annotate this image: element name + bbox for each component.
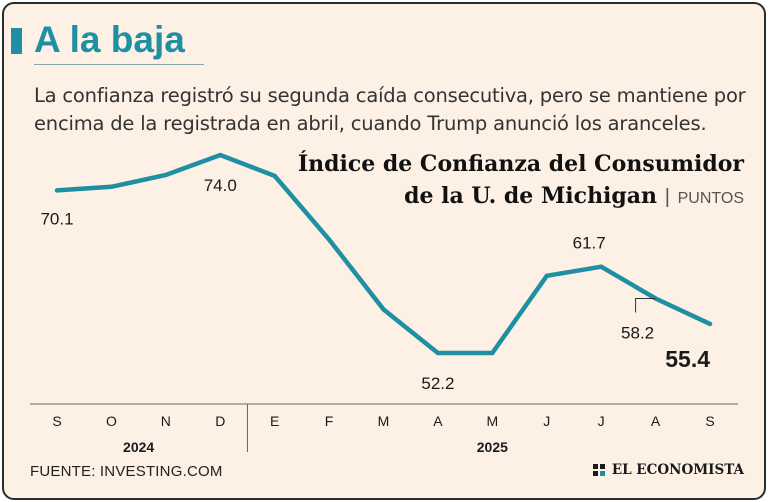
chart-title-line-2-text: de la U. de Michigan	[404, 183, 658, 209]
title-accent-bar	[11, 28, 22, 54]
brand: EL ECONOMISTA	[592, 462, 744, 478]
data-label-58.2: 58.2	[621, 324, 654, 343]
units-label: PUNTOS	[677, 190, 744, 207]
chart-title: Índice de Confianza del Consumidor de la…	[298, 148, 744, 215]
headline-underline	[34, 64, 204, 65]
data-label-74.0: 74.0	[204, 176, 237, 195]
x-tick-label-11: J	[598, 413, 605, 429]
data-label-52.2: 52.2	[421, 374, 454, 393]
x-tick-label-1: S	[52, 413, 61, 429]
source-note: FUENTE: INVESTING.COM	[30, 463, 223, 480]
subtitle-line-1: La confianza registró su segunda caída c…	[34, 84, 746, 107]
subtitle: La confianza registró su segunda caída c…	[34, 82, 754, 138]
x-tick-label-7: M	[378, 413, 390, 429]
brand-name: EL ECONOMISTA	[611, 462, 744, 478]
units-separator: |	[664, 186, 670, 208]
subtitle-line-2: encima de la registrada en abril, cuando…	[34, 112, 707, 135]
data-label-70.1: 70.1	[40, 209, 73, 228]
x-tick-label-12: A	[651, 413, 661, 429]
leader-line-12	[635, 298, 656, 313]
brand-logo-icon	[592, 464, 605, 476]
year-label-2025: 2025	[477, 439, 508, 455]
data-label-61.7: 61.7	[573, 234, 606, 253]
headline: A la baja	[34, 19, 185, 60]
data-label-55.4: 55.4	[665, 346, 710, 372]
x-tick-label-2: O	[106, 413, 117, 429]
chart-title-line-1: Índice de Confianza del Consumidor	[297, 151, 744, 177]
x-tick-label-9: M	[486, 413, 498, 429]
x-tick-label-4: D	[215, 413, 225, 429]
x-tick-label-8: A	[433, 413, 443, 429]
chart-title-line-2: de la U. de Michigan | PUNTOS	[298, 180, 744, 215]
year-label-2024: 2024	[123, 439, 154, 455]
x-tick-label-3: N	[161, 413, 171, 429]
x-tick-label-5: E	[270, 413, 279, 429]
x-tick-label-13: S	[705, 413, 714, 429]
x-tick-label-10: J	[543, 413, 550, 429]
x-tick-label-6: F	[325, 413, 334, 429]
